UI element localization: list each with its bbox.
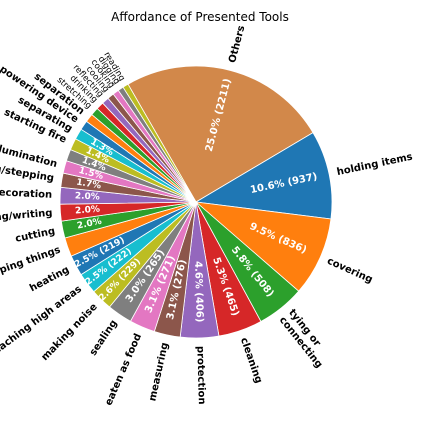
pie-category-label-decoration: decoration	[0, 187, 52, 201]
pie-percent-label-15: 2.0%	[75, 191, 100, 202]
pie-percent-label-14: 2.0%	[75, 205, 101, 217]
pie-category-label-tying-or-connecting: tying orconnecting	[277, 307, 334, 370]
pie-slice-covering-2	[194, 201, 332, 292]
pie-percent-label-5: 4.6% (406)	[192, 261, 205, 323]
pie-category-label-drawing-writing: drawing/writing	[0, 208, 53, 226]
pie-category-label-protection: protection	[194, 346, 207, 405]
pie-slices	[59, 65, 333, 339]
pie-category-label-holding-items: holding items	[336, 152, 414, 178]
pie-category-label-eaten-as-food: eaten as food	[103, 332, 144, 407]
pie-category-label-others: Others	[227, 24, 247, 64]
chart-title: Affordance of Presented Tools	[111, 10, 289, 24]
pie-slice-others-0	[127, 65, 314, 203]
pie-slice-holding-items-1	[194, 132, 333, 220]
pie-category-label-measuring: measuring	[147, 342, 170, 403]
pie-category-label-cleaning: cleaning	[238, 336, 264, 385]
pie-slice-reading-29	[122, 83, 197, 203]
pie-percent-label-13: 2.0%	[76, 217, 102, 232]
pie-category-label-sealing: sealing	[88, 318, 120, 358]
pie-percent-label-16: 1.7%	[75, 178, 101, 192]
pie-category-label-cutting: cutting	[14, 226, 56, 245]
pie-category-label-heating: heating	[28, 264, 71, 294]
pie-category-label-covering: covering	[325, 256, 374, 286]
